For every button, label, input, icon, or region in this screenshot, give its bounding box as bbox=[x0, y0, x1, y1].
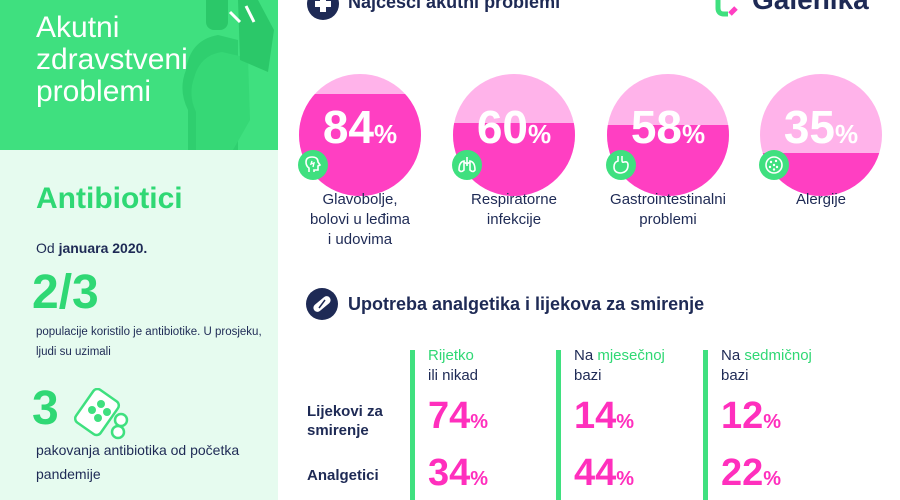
stat-label: Glavobolje, bolovi u leđima i udovima bbox=[280, 190, 440, 250]
stat-label: Respiratorne infekcije bbox=[434, 190, 594, 230]
usage-value: 12% bbox=[721, 395, 782, 437]
stat-label-line: infekcije bbox=[486, 211, 542, 228]
capsule-icon bbox=[306, 288, 338, 320]
antibiotics-packs-text: pakovanja antibiotika od početka pandemi… bbox=[36, 442, 240, 482]
title-line-1: Akutni bbox=[36, 11, 120, 44]
antibiotics-fraction: 2/3 bbox=[32, 266, 99, 319]
head-icon bbox=[298, 150, 328, 180]
antibiotics-since: Od januara 2020. bbox=[36, 240, 147, 256]
usage-value: 14% bbox=[574, 395, 635, 437]
title-line-3: problemi bbox=[36, 75, 152, 108]
headache-illustration-icon bbox=[182, 0, 274, 150]
stat-label: Gastrointestinalni problemi bbox=[588, 190, 748, 230]
stat-label: Alergije bbox=[741, 190, 900, 210]
stat-percent: 60% bbox=[476, 101, 552, 153]
since-prefix: Od bbox=[36, 240, 55, 256]
antibiotics-title: Antibiotici bbox=[36, 182, 183, 215]
stat-label-line: i udovima bbox=[327, 231, 393, 248]
column-header: Rijetko ili nikad bbox=[428, 347, 479, 384]
column-divider bbox=[556, 350, 561, 500]
stat-circle: 84% bbox=[299, 74, 421, 196]
stat-percent: 58% bbox=[630, 101, 706, 153]
section-usage-title: Upotreba analgetika i lijekova za smiren… bbox=[348, 294, 705, 314]
column-divider bbox=[703, 350, 708, 500]
stat-label-line: Gastrointestinalni bbox=[610, 191, 726, 208]
usage-value: 22% bbox=[721, 452, 782, 494]
stat-percent: 84% bbox=[322, 101, 398, 153]
column-header: Na mjesečnoj bazi bbox=[574, 347, 665, 384]
allergen-icon bbox=[759, 150, 789, 180]
antibiotics-fraction-text: populacije koristilo je antibiotike. U p… bbox=[36, 326, 262, 358]
column-divider bbox=[410, 350, 415, 500]
stat-label-line: Alergije bbox=[795, 191, 847, 208]
row-label: Analgetici bbox=[307, 467, 379, 484]
pill-blister-icon bbox=[74, 388, 129, 440]
stomach-icon bbox=[606, 150, 636, 180]
lungs-icon bbox=[452, 150, 482, 180]
antibiotics-panel bbox=[0, 150, 278, 500]
stat-label-line: Glavobolje, bbox=[322, 191, 398, 208]
usage-value: 74% bbox=[428, 395, 489, 437]
plus-cross-icon bbox=[307, 0, 339, 20]
stat-label-line: problemi bbox=[639, 211, 697, 228]
stat-circle-fill bbox=[299, 93, 421, 196]
section-acute-title: Najčešći akutni problemi bbox=[348, 0, 561, 12]
page-title: Akutni zdravstveni problemi bbox=[36, 12, 188, 108]
header-panel: Akutni zdravstveni problemi bbox=[0, 0, 278, 150]
usage-value: 34% bbox=[428, 452, 489, 494]
stat-label-line: bolovi u leđima bbox=[309, 211, 411, 228]
galenika-logo-mark-icon bbox=[715, 0, 738, 17]
brand-name: Galenika bbox=[752, 0, 869, 16]
usage-value: 44% bbox=[574, 452, 635, 494]
column-header: Na sedmičnoj bazi bbox=[721, 347, 812, 384]
stat-percent: 35% bbox=[783, 101, 859, 153]
title-line-2: zdravstveni bbox=[36, 43, 188, 76]
stat-label-line: Respiratorne bbox=[471, 191, 557, 208]
since-date: januara 2020. bbox=[58, 240, 148, 256]
antibiotics-packs: 3 bbox=[32, 382, 59, 435]
row-label: Lijekovi za smirenje bbox=[307, 403, 383, 439]
